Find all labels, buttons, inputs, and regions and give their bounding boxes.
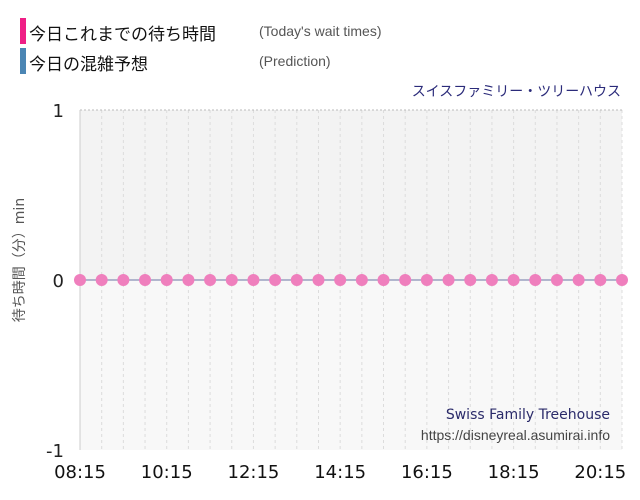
y-tick-label: 0 <box>53 271 64 292</box>
data-point <box>594 274 607 286</box>
data-point <box>290 274 303 286</box>
data-point <box>204 274 217 286</box>
x-tick-label: 14:15 <box>314 462 366 483</box>
data-point <box>550 274 563 286</box>
data-point <box>334 274 347 286</box>
x-tick-label: 12:15 <box>228 462 280 483</box>
data-point <box>485 274 498 286</box>
legend-label-today: 今日これまでの待ち時間 <box>29 25 216 45</box>
plot-area-upper <box>80 110 622 280</box>
legend-swatch-today <box>20 18 26 44</box>
watermark-url: https://disneyreal.asumirai.info <box>420 427 610 443</box>
data-point <box>139 274 152 286</box>
data-point <box>377 274 390 286</box>
legend-swatch-prediction <box>20 48 26 74</box>
legend-sub-prediction: (Prediction) <box>259 53 331 69</box>
data-point <box>507 274 520 286</box>
data-point <box>182 274 195 286</box>
data-point <box>464 274 477 286</box>
x-tick-label: 20:15 <box>574 462 626 483</box>
data-point <box>399 274 412 286</box>
y-axis-label: 待ち時間（分）min <box>12 197 28 323</box>
plot-area-lower <box>80 280 622 450</box>
x-tick-label: 16:15 <box>401 462 453 483</box>
data-point <box>225 274 238 286</box>
x-tick-label: 18:15 <box>488 462 540 483</box>
legend-label-prediction: 今日の混雑予想 <box>29 55 148 75</box>
data-point <box>572 274 585 286</box>
y-tick-label: -1 <box>46 441 64 462</box>
data-point <box>420 274 433 286</box>
data-point <box>355 274 368 286</box>
data-point <box>247 274 260 286</box>
data-point <box>312 274 325 286</box>
x-tick-label: 10:15 <box>141 462 193 483</box>
attraction-title: スイスファミリー・ツリーハウス <box>411 84 621 100</box>
data-point <box>160 274 173 286</box>
data-point <box>269 274 282 286</box>
legend-sub-today: (Today's wait times) <box>259 23 382 39</box>
data-point <box>117 274 130 286</box>
data-point <box>95 274 108 286</box>
y-tick-label: 1 <box>53 101 64 122</box>
data-point <box>442 274 455 286</box>
data-point <box>616 274 628 286</box>
watermark-attraction-name: Swiss Family Treehouse <box>445 407 610 423</box>
data-point <box>529 274 542 286</box>
data-point <box>74 274 86 286</box>
x-tick-label: 08:15 <box>54 462 106 483</box>
